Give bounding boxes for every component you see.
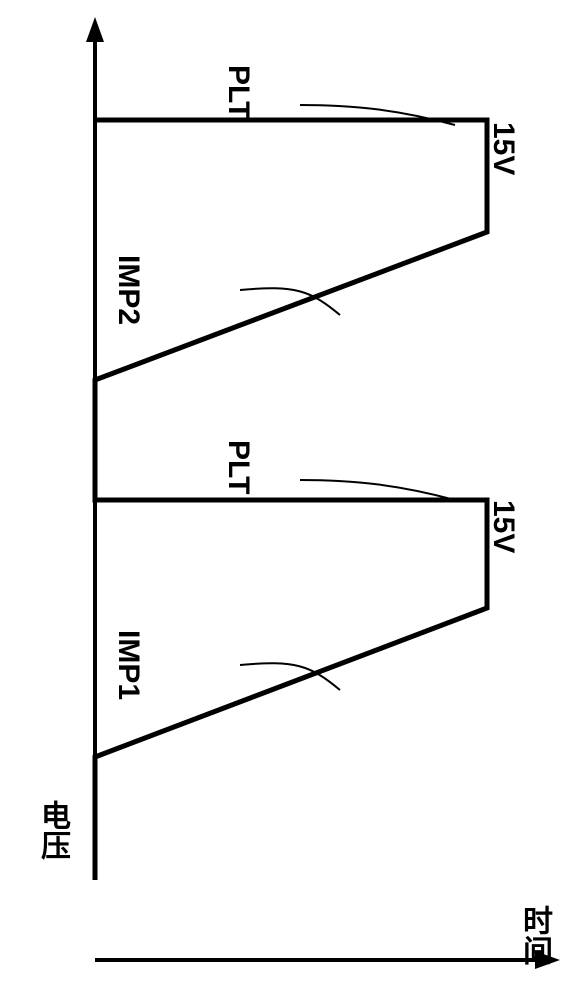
plt2-label: PLT bbox=[221, 65, 255, 119]
plt1-label: PLT bbox=[221, 440, 255, 494]
voltage-waveform bbox=[95, 120, 487, 880]
plt1-leader bbox=[300, 480, 455, 500]
imp1-label: IMP1 bbox=[111, 630, 145, 700]
voltage-time-chart: 电压 时间 IMP1 IMP2 PLT PLT 15V 15V bbox=[0, 0, 587, 1000]
y-axis-label: 电压 bbox=[30, 800, 74, 860]
voltage-1-label: 15V bbox=[486, 500, 520, 553]
voltage-2-label: 15V bbox=[486, 122, 520, 175]
x-axis-label: 时间 bbox=[512, 905, 556, 965]
y-axis-arrowhead bbox=[86, 17, 104, 42]
imp2-label: IMP2 bbox=[111, 255, 145, 325]
